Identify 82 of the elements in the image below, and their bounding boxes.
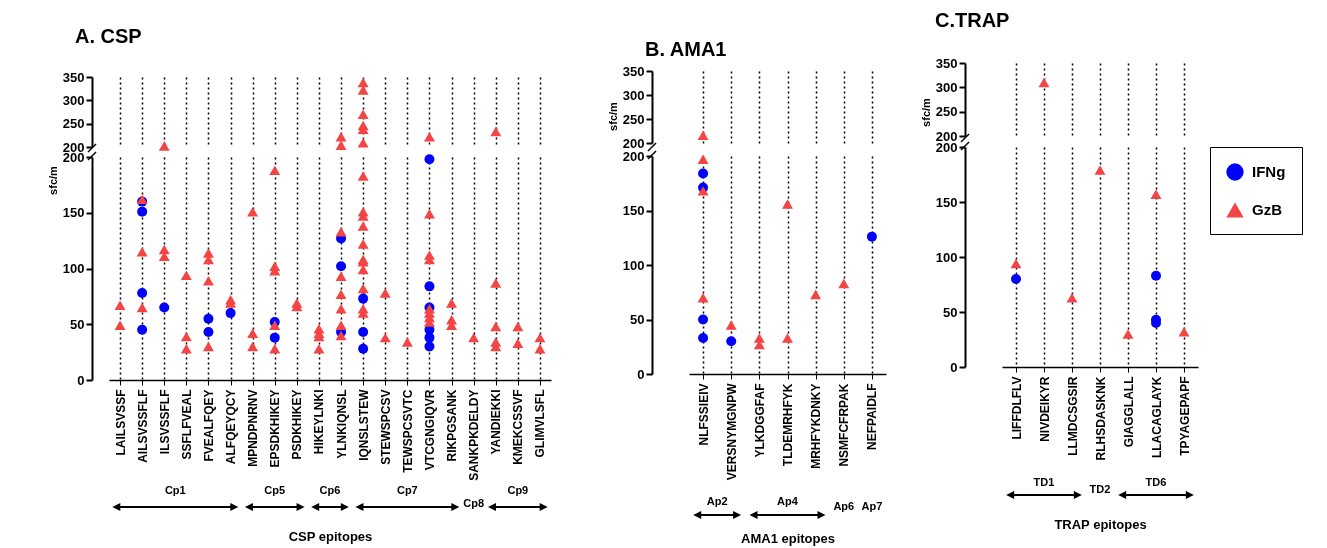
x-tick-label: PSDKHIKEY [290, 389, 305, 460]
text: Ap6 [833, 500, 855, 512]
x-tick-label: SSFLFVEAL [179, 389, 194, 460]
x-tick-label: YLKDGGFAF [752, 383, 767, 458]
x-tick-label: LIFFDLFLV [1009, 376, 1024, 440]
y-tick-label: 50 [943, 304, 958, 320]
text: Cp8 [463, 497, 485, 509]
y-tick-label: 150 [622, 203, 645, 218]
text: Cp7 [396, 484, 418, 496]
y-tick-label: 200 [622, 148, 645, 164]
x-tick-label: NSMFCFRPAK [837, 383, 852, 467]
chart-title: C.TRAP [935, 9, 1010, 31]
y-tick-label: 300 [622, 87, 645, 103]
x-tick-label: MPNDPNRNV [246, 389, 261, 467]
text: Cp9 [507, 484, 529, 496]
y-tick-label: 250 [935, 104, 958, 120]
text: Cp5 [264, 484, 286, 496]
x-tick-label: GIAGGLALL [1121, 376, 1136, 448]
y-tick-label: 250 [622, 111, 645, 127]
y-tick-label: 200 [622, 135, 645, 151]
y-tick-label: 200 [935, 128, 958, 144]
x-tick-label: RLHSDASKNK [1093, 376, 1108, 461]
legend-label: GzB [1252, 201, 1283, 218]
x-tick-label: LAILSVSSF [113, 389, 128, 456]
text: TD6 [1145, 476, 1167, 488]
x-tick-label: HIKEYLNKI [312, 389, 327, 455]
x-tick-label: LLACAGLAYK [1149, 376, 1164, 459]
y-tick-label: 150 [935, 194, 958, 210]
x-tick-label: VERSNYMGNPW [724, 382, 739, 481]
x-tick-label: EPSDKHIKEY [268, 389, 283, 468]
y-tick-label: 100 [62, 261, 85, 276]
x-tick-label: GLIMVLSFL [533, 389, 548, 458]
x-tick-label: NLFSSIEIV [696, 383, 711, 446]
y-tick-label: 150 [62, 205, 85, 221]
x-axis-title: TRAP epitopes [1054, 516, 1147, 532]
y-tick-label: 250 [62, 116, 85, 132]
x-tick-label: STEWSPCSV [378, 389, 393, 465]
y-axis-title: sfc/m [606, 101, 619, 131]
x-tick-label: RIKPGSANK [445, 389, 460, 462]
text: Ap7 [861, 500, 883, 512]
y-tick-label: 350 [62, 69, 85, 85]
text: Ap4 [777, 495, 799, 507]
y-tick-label: 350 [622, 63, 645, 79]
y-tick-label: 50 [70, 316, 85, 332]
x-axis-title: CSP epitopes [288, 528, 373, 544]
x-tick-label: YLNKIQNSL [334, 389, 349, 459]
y-axis-title: sfc/m [919, 97, 932, 127]
text: TD2 [1089, 483, 1111, 495]
x-tick-label: FVEALFQEY [201, 389, 216, 462]
x-tick-label: AILSVSSFLF [135, 389, 150, 463]
y-tick-label: 0 [77, 372, 85, 388]
chart-title: B. AMA1 [645, 38, 727, 60]
x-tick-label: YANDIEKKI [489, 389, 504, 455]
x-tick-label: TEWSPCSVTC [400, 389, 415, 473]
y-axis-title: sfc/m [46, 165, 59, 195]
y-tick-label: 0 [637, 366, 645, 382]
text: Cp1 [164, 484, 186, 496]
x-tick-label: IQNSLSTEW [356, 388, 371, 461]
x-tick-label: VTCGNGIQVR [422, 389, 437, 471]
y-tick-label: 300 [935, 79, 958, 95]
y-tick-label: 50 [630, 312, 645, 327]
x-tick-label: SANKPKDELDY [467, 389, 482, 481]
y-tick-label: 100 [622, 257, 645, 273]
text: Cp6 [319, 484, 341, 496]
x-tick-label: LLMDCSGSIR [1065, 376, 1080, 456]
text: Ap2 [706, 495, 728, 507]
text: TD1 [1033, 476, 1055, 488]
x-tick-label: MRHFYKDNKY [809, 383, 824, 469]
x-tick-label: TPYAGEPAPF [1177, 376, 1192, 456]
legend-label: IFNg [1252, 163, 1286, 180]
y-tick-label: 0 [950, 359, 958, 375]
x-tick-label: KMEKCSSVF [511, 389, 526, 465]
x-tick-label: ALFQEYQCY [224, 389, 239, 465]
x-tick-label: TLDEMRHFYK [781, 383, 795, 467]
x-axis-title: AMA1 epitopes [741, 530, 835, 546]
x-tick-label: NIVDEIKYR [1037, 376, 1052, 442]
y-tick-label: 100 [935, 249, 958, 265]
x-tick-label: NEFPAIDLF [865, 383, 880, 450]
chart-title: A. CSP [75, 25, 142, 47]
y-tick-label: 300 [62, 92, 85, 108]
y-tick-label: 350 [935, 55, 958, 71]
x-tick-label: ILSVSSFLF [157, 389, 172, 455]
